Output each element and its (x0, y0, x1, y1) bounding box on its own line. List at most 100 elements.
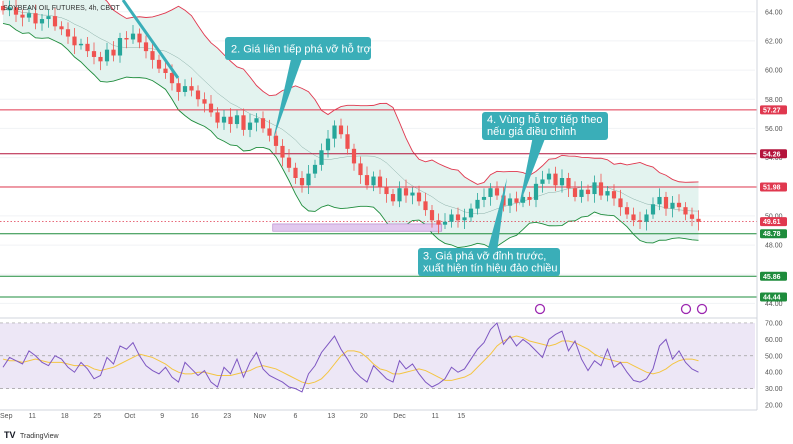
price-tick-label: 54.00 (765, 155, 783, 162)
candle-body (267, 128, 272, 136)
candle-body (111, 49, 116, 56)
candle-body (273, 135, 279, 146)
time-tick-label: Dec (393, 413, 406, 420)
callout-box-4[interactable] (482, 112, 608, 140)
candle-body (689, 214, 695, 219)
event-marker-icon[interactable] (534, 303, 546, 315)
candle-body (98, 56, 103, 62)
candle-body (208, 103, 214, 113)
lower-band-line (2, 22, 699, 249)
candle-body (169, 73, 175, 84)
callout-pointer (273, 59, 302, 140)
candle-body (150, 51, 155, 60)
candle-body (137, 33, 142, 43)
time-tick-label: 15 (457, 413, 465, 420)
candle-body (39, 19, 45, 24)
candle-body (78, 43, 84, 46)
candle-body (195, 90, 201, 100)
last-price-label: 49.61 (763, 219, 781, 226)
tradingview-logo[interactable]: TV (4, 430, 16, 440)
price-tag-label: 44.44 (763, 295, 781, 302)
time-tick-label: 13 (327, 413, 335, 420)
support-zone-rect (272, 223, 443, 232)
candle-body (559, 178, 565, 186)
candle-body (397, 188, 402, 202)
candle-body (611, 191, 617, 199)
time-tick-label: 16 (191, 413, 199, 420)
candle-body (585, 189, 591, 195)
time-tick-label: 6 (294, 413, 298, 420)
candle-body (481, 196, 487, 200)
candle-body (403, 188, 409, 196)
time-tick-label: 11 (29, 413, 36, 420)
candle-body (631, 214, 636, 221)
price-tag (760, 182, 787, 192)
candle-body (546, 173, 552, 180)
price-tick-label: 50.00 (765, 213, 783, 220)
event-marker-icon[interactable] (696, 303, 708, 315)
candle-body (358, 163, 363, 176)
time-tick-label: 25 (93, 413, 101, 420)
rsi-tick-label: 50.00 (765, 353, 783, 360)
callout-pointer (519, 136, 546, 206)
horizontal-levels (0, 109, 757, 298)
candle-body (241, 115, 246, 130)
rsi-panel (0, 321, 755, 393)
candle-body (228, 116, 233, 125)
candle-body (72, 36, 77, 46)
price-tag (760, 149, 787, 159)
candle-body (33, 13, 38, 24)
price-tag (760, 271, 787, 281)
candle-body (553, 173, 558, 186)
callout-box-3[interactable] (418, 248, 560, 276)
candle-body (13, 7, 19, 15)
candle-body (455, 214, 461, 221)
rsi-tick-label: 20.00 (765, 403, 783, 410)
candle-body (416, 192, 422, 202)
candle-body (605, 191, 610, 196)
candle-body (377, 176, 383, 187)
candle-body (468, 208, 474, 218)
candle-body (423, 201, 428, 211)
candle-body (676, 202, 682, 208)
candle-body (286, 157, 292, 168)
candle-body (176, 83, 181, 92)
callout-box-2[interactable] (225, 37, 371, 60)
candle-body (202, 99, 207, 104)
candle-body (475, 199, 480, 209)
candle-body (91, 51, 97, 57)
price-tag (760, 105, 787, 115)
candle-body (449, 214, 454, 222)
candle-body (26, 13, 32, 18)
candle-body (566, 178, 571, 189)
candle-body (156, 59, 162, 69)
callout-text-4b: nếu giá điều chỉnh (487, 126, 576, 138)
candle-body (624, 207, 630, 215)
candle-body (696, 218, 701, 222)
candle-body (345, 134, 350, 149)
price-tag-label: 51.98 (763, 185, 781, 192)
candle-body (0, 5, 6, 11)
candle-body (293, 167, 298, 178)
candle-body (520, 196, 526, 203)
candle-body (117, 38, 123, 56)
candlesticks (0, 0, 701, 234)
candle-body (234, 115, 240, 125)
candle-body (527, 196, 532, 200)
candle-body (488, 188, 493, 197)
time-tick-label: 9 (160, 413, 164, 420)
candle-body (683, 207, 688, 215)
price-tick-label: 62.00 (765, 38, 783, 45)
event-marker-icon[interactable] (680, 303, 692, 315)
time-tick-label: 20 (360, 413, 368, 420)
candle-body (384, 186, 389, 195)
candle-body (7, 7, 12, 11)
candle-body (429, 210, 435, 221)
price-tick-label: 58.00 (765, 97, 783, 104)
symbol-label[interactable]: SOYBEAN OIL FUTURES, 4h, CBOT (3, 5, 121, 12)
candle-body (663, 196, 669, 209)
rsi-ma-line (2, 335, 699, 385)
rsi-band-fill (0, 322, 755, 389)
candle-body (618, 198, 623, 208)
rsi-tick-label: 40.00 (765, 370, 783, 377)
